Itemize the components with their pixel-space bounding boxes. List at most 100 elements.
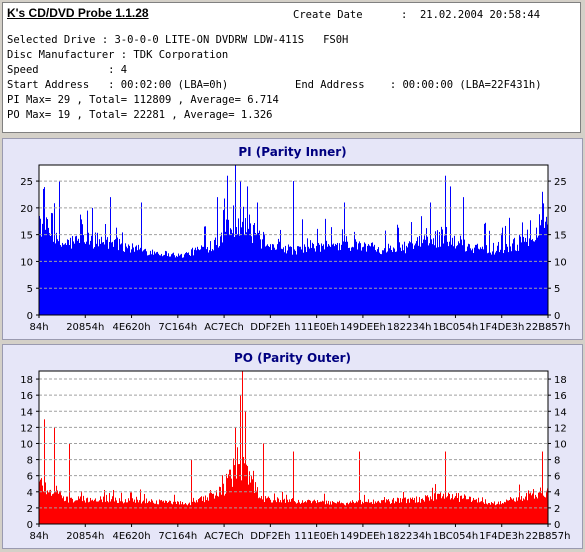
bar bbox=[220, 487, 221, 524]
bar bbox=[106, 239, 107, 315]
bar bbox=[438, 247, 439, 315]
bar bbox=[207, 247, 208, 315]
bar bbox=[498, 241, 499, 315]
bar bbox=[374, 503, 375, 524]
bar bbox=[145, 503, 146, 524]
bar bbox=[467, 499, 468, 524]
chart-title: PI (Parity Inner) bbox=[238, 145, 346, 159]
bar bbox=[396, 501, 397, 524]
bar bbox=[143, 250, 144, 315]
bar bbox=[376, 251, 377, 315]
bar bbox=[120, 244, 121, 315]
bar bbox=[355, 239, 356, 315]
bar bbox=[247, 466, 248, 524]
bar bbox=[256, 234, 257, 315]
bar bbox=[81, 219, 82, 315]
bar bbox=[261, 248, 262, 315]
bar bbox=[366, 251, 367, 315]
bar bbox=[499, 252, 500, 315]
bar bbox=[463, 498, 464, 524]
bar bbox=[129, 500, 130, 524]
bar bbox=[458, 493, 459, 524]
bar bbox=[177, 501, 178, 524]
bar bbox=[445, 175, 446, 315]
bar bbox=[189, 502, 190, 524]
bar bbox=[97, 501, 98, 524]
bar bbox=[141, 202, 142, 315]
bar bbox=[161, 499, 162, 524]
bar bbox=[40, 479, 41, 524]
bar bbox=[530, 220, 531, 315]
bar bbox=[406, 503, 407, 524]
bar bbox=[470, 248, 471, 315]
bar bbox=[151, 499, 152, 524]
bar bbox=[184, 504, 185, 524]
bar bbox=[164, 254, 165, 315]
x-tick-label: 20854h bbox=[66, 531, 104, 542]
plot-frame bbox=[38, 164, 549, 316]
bar bbox=[529, 238, 530, 315]
bar bbox=[452, 494, 453, 524]
bar bbox=[487, 504, 488, 524]
bar bbox=[232, 233, 233, 315]
bar bbox=[149, 500, 150, 524]
bar bbox=[468, 499, 469, 524]
bar bbox=[176, 255, 177, 315]
bar bbox=[336, 503, 337, 524]
bar bbox=[79, 498, 80, 524]
bar bbox=[472, 248, 473, 315]
bar bbox=[526, 492, 527, 524]
bar bbox=[260, 498, 261, 524]
bar bbox=[201, 245, 202, 315]
bar bbox=[378, 500, 379, 524]
bar bbox=[167, 256, 168, 315]
bar bbox=[210, 241, 211, 315]
bar bbox=[318, 242, 319, 315]
bar bbox=[448, 492, 449, 524]
bar bbox=[321, 501, 322, 524]
bar bbox=[143, 500, 144, 524]
bar bbox=[324, 249, 325, 315]
bar bbox=[233, 458, 234, 524]
bar bbox=[322, 245, 323, 315]
bar bbox=[60, 245, 61, 315]
bar bbox=[409, 241, 410, 315]
y-tick-label: 12 bbox=[20, 423, 33, 434]
bar bbox=[379, 502, 380, 524]
x-tick-label: 7C164h bbox=[158, 531, 197, 542]
x-tick-label: 22B857h bbox=[525, 322, 570, 333]
bar bbox=[222, 242, 223, 315]
bar bbox=[112, 496, 113, 524]
bar bbox=[67, 496, 68, 524]
bar bbox=[356, 241, 357, 315]
bar bbox=[418, 502, 419, 524]
bar bbox=[429, 243, 430, 315]
bar bbox=[307, 238, 308, 315]
x-tick-label: AC7ECh bbox=[204, 531, 244, 542]
bar bbox=[94, 247, 95, 315]
bar bbox=[125, 243, 126, 315]
bar bbox=[364, 494, 365, 524]
bar bbox=[64, 501, 65, 524]
bar bbox=[320, 501, 321, 524]
bar bbox=[374, 244, 375, 315]
bar bbox=[402, 498, 403, 524]
bar bbox=[82, 224, 83, 315]
bar bbox=[256, 490, 257, 524]
bar bbox=[265, 496, 266, 524]
bar bbox=[489, 230, 490, 315]
bar bbox=[381, 500, 382, 524]
bar bbox=[299, 246, 300, 315]
bar bbox=[118, 250, 119, 315]
bar bbox=[300, 246, 301, 315]
bar bbox=[322, 500, 323, 524]
bar bbox=[459, 243, 460, 315]
bar bbox=[104, 244, 105, 315]
bar bbox=[491, 254, 492, 315]
bar bbox=[223, 483, 224, 524]
bar bbox=[401, 502, 402, 524]
bar bbox=[324, 493, 325, 524]
bar bbox=[441, 498, 442, 524]
bar bbox=[41, 236, 42, 315]
